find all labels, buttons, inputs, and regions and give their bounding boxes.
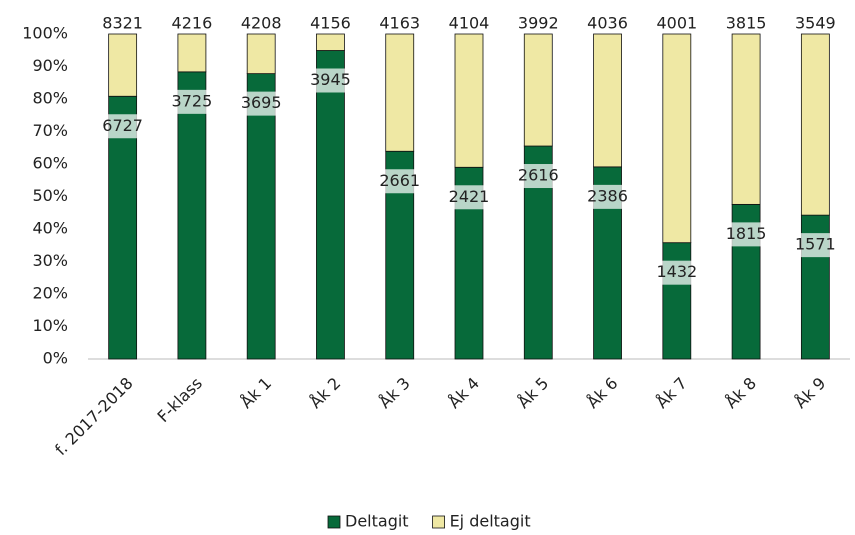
y-tick-label: 20% xyxy=(32,284,68,303)
legend-label: Ej deltagit xyxy=(450,512,531,531)
x-tick-label: Åk 5 xyxy=(514,374,553,413)
total-label: 3549 xyxy=(795,14,836,33)
x-tick-label: f. 2017-2018 xyxy=(51,374,136,459)
x-tick-label: Åk 7 xyxy=(652,374,691,413)
data-label: 1571 xyxy=(795,235,836,254)
x-tick-label: Åk 6 xyxy=(583,374,622,413)
y-tick-label: 30% xyxy=(32,251,68,270)
x-tick-label: Åk 2 xyxy=(306,374,345,413)
bar-segment xyxy=(385,33,415,152)
bar-segment xyxy=(662,33,692,244)
x-tick-label: Åk 4 xyxy=(444,374,483,413)
legend-item: Ej deltagit xyxy=(432,512,531,531)
data-label-bg xyxy=(231,91,292,116)
y-tick-label: 70% xyxy=(32,121,68,140)
total-label: 4104 xyxy=(449,14,490,33)
data-label-bg xyxy=(439,185,499,210)
legend-item: Deltagit xyxy=(327,512,409,531)
y-tick-label: 100% xyxy=(22,24,68,43)
y-tick-label: 10% xyxy=(32,316,68,335)
total-label: 4163 xyxy=(379,14,420,33)
y-tick-label: 0% xyxy=(43,349,68,368)
total-label: 4208 xyxy=(241,14,282,33)
data-label: 1432 xyxy=(656,262,697,281)
data-label-bg xyxy=(92,114,153,139)
x-tick-label: F-klass xyxy=(153,374,205,426)
bar-segment xyxy=(316,33,345,51)
legend-swatch xyxy=(327,515,341,529)
y-tick-label: 40% xyxy=(32,219,68,238)
x-tick-label: Åk 9 xyxy=(791,374,830,413)
bar-segment xyxy=(523,33,553,147)
data-label-bg xyxy=(300,68,361,93)
legend-label: Deltagit xyxy=(345,512,409,531)
bar-segment xyxy=(246,73,276,360)
data-label: 2661 xyxy=(379,171,420,190)
bar-segment xyxy=(454,33,484,168)
data-label: 3725 xyxy=(172,91,213,110)
data-label: 2386 xyxy=(587,186,628,205)
x-tick-label: Åk 1 xyxy=(237,374,276,413)
total-label: 4036 xyxy=(587,14,628,33)
bar-segment xyxy=(593,33,622,168)
y-tick-label: 50% xyxy=(32,186,68,205)
total-label: 3815 xyxy=(726,14,767,33)
bar-segment xyxy=(246,33,276,75)
x-tick-label: Åk 8 xyxy=(722,374,761,413)
y-tick-label: 80% xyxy=(32,89,68,108)
data-label-bg xyxy=(646,260,707,285)
data-label-bg xyxy=(785,233,846,258)
data-label: 3945 xyxy=(310,70,351,89)
data-label-bg xyxy=(716,222,777,247)
total-label: 4216 xyxy=(172,14,213,33)
data-label: 2616 xyxy=(518,166,559,185)
bar-segment xyxy=(731,33,761,205)
total-label: 4001 xyxy=(656,14,697,33)
legend-swatch xyxy=(432,515,445,529)
data-label: 3695 xyxy=(241,93,282,112)
bar-segment xyxy=(108,95,138,360)
data-label-bg xyxy=(577,184,638,209)
y-tick-label: 90% xyxy=(32,56,68,75)
data-label: 2421 xyxy=(449,187,490,206)
bar-segment xyxy=(800,33,830,216)
data-label: 6727 xyxy=(102,116,143,135)
y-tick-label: 60% xyxy=(32,154,68,173)
total-label: 3992 xyxy=(518,14,559,33)
bar-segment xyxy=(108,33,138,97)
total-label: 4156 xyxy=(310,14,351,33)
data-label: 1815 xyxy=(726,224,767,243)
bar-segment xyxy=(662,242,692,360)
bar-segment xyxy=(316,50,345,360)
data-label-bg xyxy=(508,164,569,189)
bar-segment xyxy=(177,33,207,73)
data-label-bg xyxy=(369,169,430,194)
total-label: 8321 xyxy=(102,14,143,33)
x-tick-label: Åk 3 xyxy=(375,374,414,413)
bar-segment xyxy=(177,71,207,360)
data-label-bg xyxy=(161,89,222,114)
